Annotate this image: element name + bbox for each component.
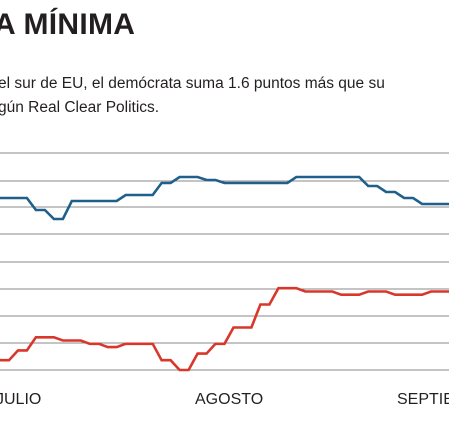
series-line-1 — [0, 175, 449, 221]
subtitle-line-1: el sur de EU, el demócrata suma 1.6 punt… — [0, 75, 385, 92]
x-tick-label-2: AGOSTO — [195, 391, 263, 408]
x-tick-label-1: JULIO — [0, 391, 41, 408]
gridlines — [0, 152, 449, 371]
series-layer — [0, 175, 449, 372]
chart-title: A MÍNIMA — [0, 8, 136, 41]
subtitle-line-2: gún Real Clear Politics. — [0, 99, 160, 116]
chart-subtitle: el sur de EU, el demócrata suma 1.6 punt… — [0, 72, 385, 120]
series-line-2 — [0, 286, 449, 372]
x-axis-ticks: JULIO AGOSTO SEPTIE — [0, 391, 449, 408]
x-tick-label-3: SEPTIE — [397, 391, 449, 408]
